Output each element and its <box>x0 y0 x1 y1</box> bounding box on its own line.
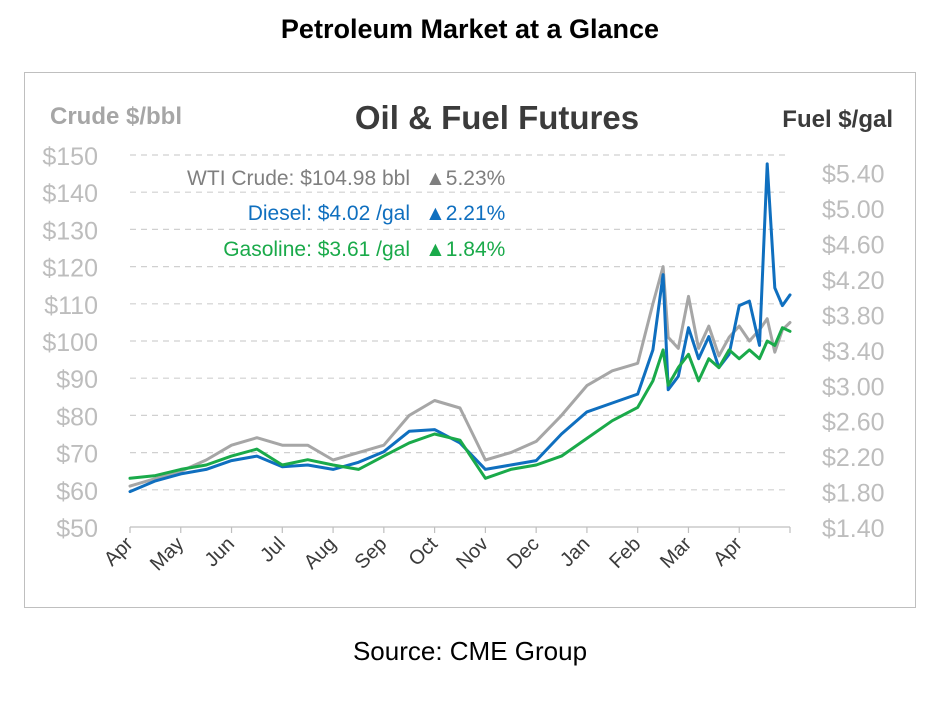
x-tick-label: Aug <box>300 533 341 574</box>
legend: WTI Crude: $104.98 bbl ▲5.23% Diesel: $4.0… <box>187 167 505 261</box>
left-tick-label: $60 <box>56 478 98 506</box>
chart-frame <box>24 72 916 608</box>
legend-change: ▲1.84% <box>425 238 505 261</box>
chart-title: Oil & Fuel Futures <box>355 99 639 136</box>
legend-change: ▲2.21% <box>425 202 505 225</box>
legend-change: ▲5.23% <box>425 167 505 190</box>
right-tick-label: $3.40 <box>822 338 885 366</box>
source-caption: Source: CME Group <box>352 636 588 666</box>
right-tick-label: $1.40 <box>822 515 885 543</box>
left-tick-label: $140 <box>42 180 98 208</box>
left-tick-label: $70 <box>56 441 98 469</box>
right-tick-label: $4.20 <box>822 267 885 295</box>
left-tick-label: $120 <box>42 255 98 283</box>
x-axis: Apr May Jun Jul Aug Sep Oct Nov Dec Jan Feb Mar Apr <box>100 526 791 575</box>
x-tick-label: Sep <box>351 533 392 574</box>
right-tick-label: $3.80 <box>822 302 885 330</box>
right-tick-label: $1.80 <box>822 480 885 508</box>
x-tick-label: Apr <box>100 533 138 571</box>
left-tick-label: $50 <box>56 515 98 543</box>
left-axis-label: Crude $/bbl <box>50 103 182 130</box>
right-tick-label: $3.00 <box>822 373 885 401</box>
left-tick-label: $150 <box>42 143 98 171</box>
right-tick-label: $4.60 <box>822 232 885 260</box>
right-tick-label: $5.40 <box>822 161 885 189</box>
page-title: Petroleum Market at a Glance <box>280 14 660 44</box>
series-line-gasoline <box>128 326 792 480</box>
x-tick-label: Jul <box>256 533 290 567</box>
left-tick-label: $90 <box>56 366 98 394</box>
series-line-wti-crude <box>128 265 792 488</box>
x-tick-label: Dec <box>503 533 544 574</box>
x-tick-label: May <box>146 533 188 575</box>
left-axis-ticks: $150 $140 $130 $120 $110 $100 $90 $80 $70 $60 $50 <box>42 143 98 543</box>
left-tick-label: $80 <box>56 403 98 431</box>
right-axis-ticks: $5.40 $5.00 $4.60 $4.20 $3.80 $3.40 $3.00 $2.60… <box>822 161 885 543</box>
x-tick-label: Mar <box>656 533 696 573</box>
x-tick-label: Feb <box>605 533 645 573</box>
right-tick-label: $2.20 <box>822 444 885 472</box>
series-line-diesel <box>128 162 792 494</box>
x-tick-label: Nov <box>452 533 493 574</box>
legend-label: Diesel: $4.02 /gal <box>248 202 410 225</box>
left-tick-label: $130 <box>42 217 98 245</box>
right-tick-label: $5.00 <box>822 196 885 224</box>
x-tick-label: Jan <box>556 533 594 571</box>
right-axis-label: Fuel $/gal <box>782 106 893 133</box>
x-tick-label: Apr <box>709 533 747 571</box>
legend-label: Gasoline: $3.61 /gal <box>223 238 410 261</box>
left-tick-label: $100 <box>42 329 98 357</box>
legend-label: WTI Crude: $104.98 bbl <box>187 167 410 190</box>
right-tick-label: $2.60 <box>822 409 885 437</box>
left-tick-label: $110 <box>44 292 98 320</box>
x-tick-label: Jun <box>201 533 239 571</box>
series-layer <box>128 162 792 494</box>
x-tick-label: Oct <box>405 533 443 571</box>
